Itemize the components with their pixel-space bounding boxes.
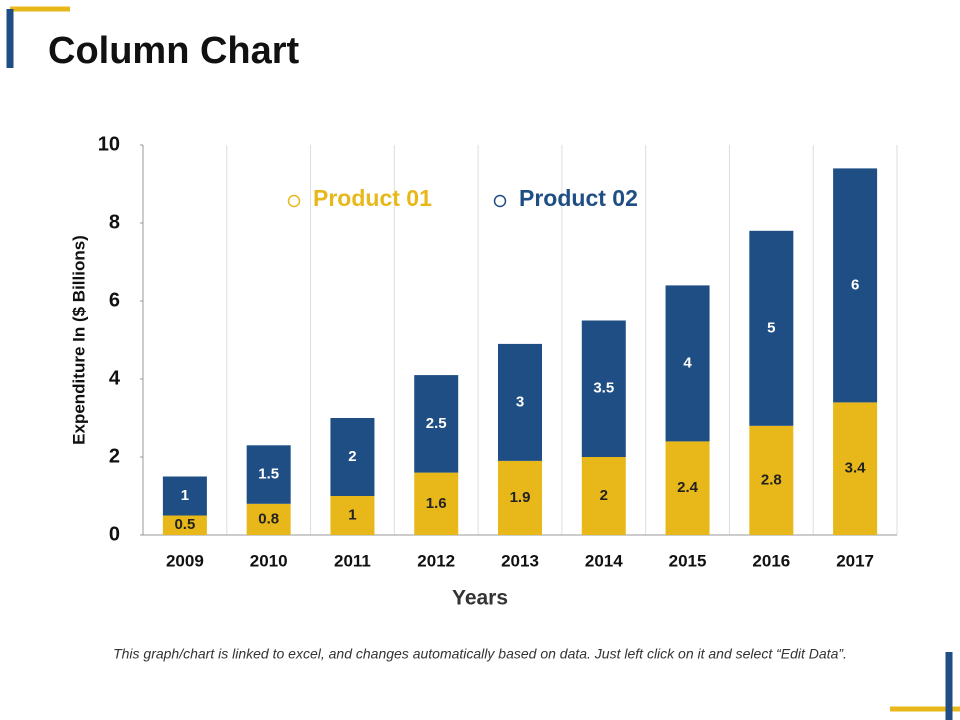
x-tick-label: 2015 [669,551,707,570]
value-label: 3.4 [845,460,867,477]
bar-segment [414,472,459,535]
bar-segment [246,445,291,504]
x-axis-label: Years [452,587,508,610]
value-label: 2 [600,487,608,504]
x-tick-label: 2009 [166,551,204,570]
value-label: 5 [767,319,775,336]
value-label: 1 [181,487,189,504]
value-label: 0.5 [174,516,195,533]
bar-segment [162,476,207,516]
y-axis-label: Expenditure In ($ Billions) [69,235,88,445]
bar-segment [498,460,542,535]
value-label: 1.5 [258,466,279,483]
x-tick-label: 2011 [334,551,371,570]
legend-marker [287,194,301,208]
value-label: 4 [683,354,692,371]
y-tick-label: 6 [109,289,120,311]
value-label: 3 [516,393,524,410]
x-tick-label: 2013 [501,551,539,570]
bar-segment [833,402,878,535]
bar-segment [833,168,878,403]
bar-segment [162,515,207,535]
y-tick-label: 8 [109,211,120,233]
bar-segment [749,425,794,535]
value-label: 6 [851,276,859,293]
x-tick-label: 2017 [836,551,874,570]
bar-segment [330,418,375,496]
x-tick-label: 2016 [752,551,790,570]
legend-marker [493,194,507,208]
value-label: 0.8 [258,510,279,527]
bar-segment [665,285,710,442]
value-label: 1 [348,506,356,523]
value-label: 2.4 [677,479,699,496]
value-label: 1.9 [510,489,531,506]
bar-segment [498,343,542,461]
bar-segment [665,441,710,535]
bar-segment [414,375,459,473]
footnote: This graph/chart is linked to excel, and… [113,646,847,662]
value-label: 2.5 [426,415,447,432]
x-tick-label: 2014 [585,551,623,570]
bar-segment [330,496,375,535]
y-tick-label: 10 [98,133,120,155]
bar-segment [581,457,626,535]
legend-label: Product 02 [519,185,638,211]
value-label: 1.6 [426,495,447,512]
bar-segment [581,320,626,457]
x-tick-label: 2012 [417,551,455,570]
bar-segment [246,503,291,535]
y-tick-label: 4 [109,367,121,389]
bar-segment [749,230,794,426]
value-label: 3.5 [593,380,614,397]
x-tick-label: 2010 [250,551,288,570]
legend-label: Product 01 [313,185,432,211]
y-tick-label: 0 [109,523,120,545]
value-label: 2.8 [761,471,782,488]
chart-title: Column Chart [48,30,300,72]
value-label: 2 [348,448,356,465]
y-tick-label: 2 [109,445,120,467]
